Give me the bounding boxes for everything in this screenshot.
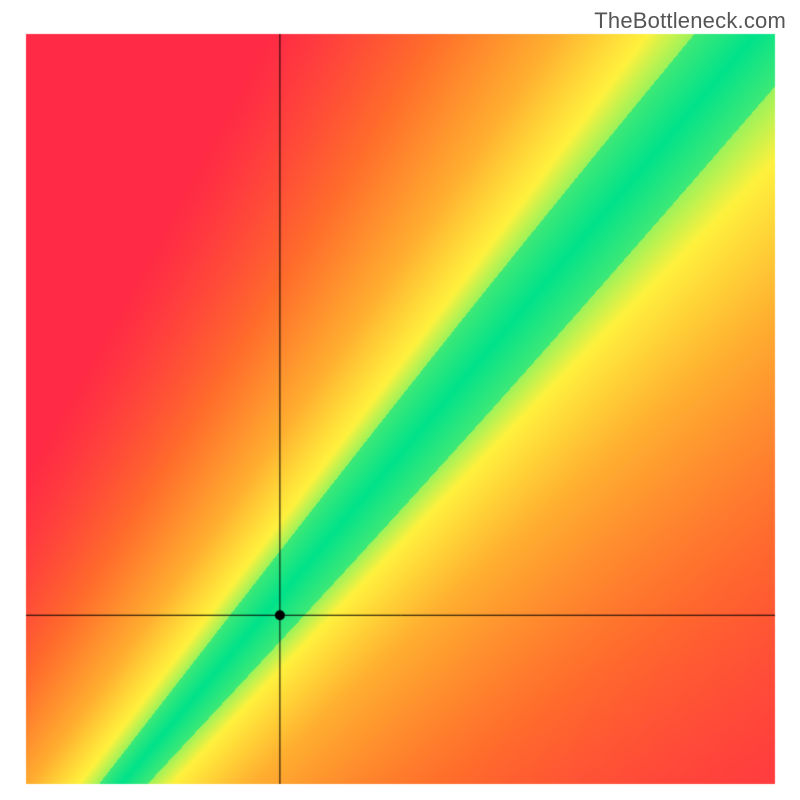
heatmap-canvas bbox=[0, 0, 800, 800]
watermark-text: TheBottleneck.com bbox=[594, 8, 786, 34]
chart-container: TheBottleneck.com bbox=[0, 0, 800, 800]
